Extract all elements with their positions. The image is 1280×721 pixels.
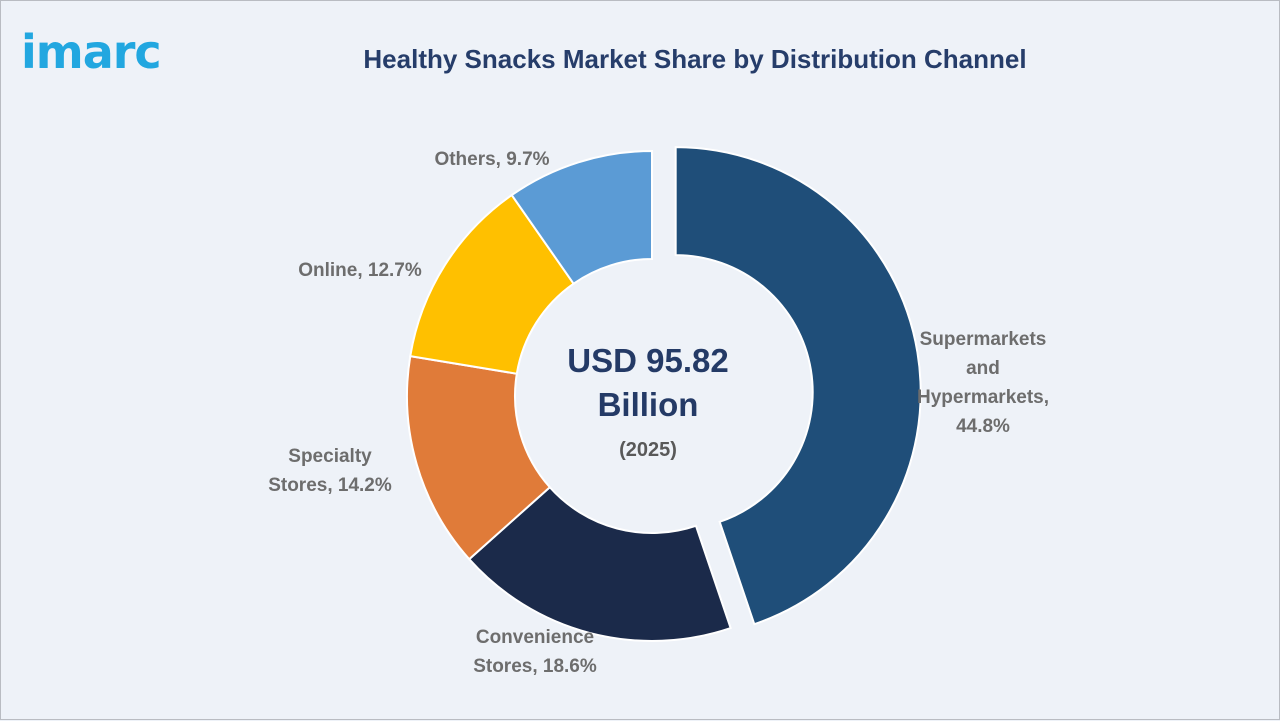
center-year: (2025) bbox=[619, 439, 677, 461]
slice-convenience-stores bbox=[467, 485, 732, 642]
label-line: Supermarkets bbox=[920, 329, 1047, 350]
donut-slices bbox=[406, 146, 922, 642]
label-line: Others, 9.7% bbox=[434, 149, 549, 170]
imarc-logo: imarc bbox=[21, 25, 162, 79]
label-line: Convenience bbox=[476, 627, 594, 648]
label-specialty-stores: Specialty Stores, 14.2% bbox=[268, 446, 392, 496]
center-value-line1: USD 95.82 bbox=[567, 342, 728, 379]
label-line: Stores, 14.2% bbox=[268, 475, 392, 496]
chart-title: Healthy Snacks Market Share by Distribut… bbox=[363, 44, 1027, 74]
label-line: Stores, 18.6% bbox=[473, 656, 597, 677]
label-others: Others, 9.7% bbox=[434, 149, 549, 170]
label-line: 44.8% bbox=[956, 416, 1010, 437]
label-line: Specialty bbox=[288, 446, 372, 467]
slice-labels: Supermarkets and Hypermarkets, 44.8% Conveni… bbox=[268, 149, 1049, 677]
label-supermarkets-and-hypermarkets: Supermarkets and Hypermarkets, 44.8% bbox=[917, 329, 1049, 437]
center-value-line2: Billion bbox=[598, 386, 699, 423]
label-line: Hypermarkets, bbox=[917, 387, 1049, 408]
slice-supermarkets-and-hypermarkets bbox=[674, 146, 922, 626]
label-online: Online, 12.7% bbox=[298, 260, 422, 281]
label-line: Online, 12.7% bbox=[298, 260, 422, 281]
label-line: and bbox=[966, 358, 1000, 379]
label-convenience-stores: Convenience Stores, 18.6% bbox=[473, 627, 597, 677]
slice-others bbox=[510, 149, 653, 286]
